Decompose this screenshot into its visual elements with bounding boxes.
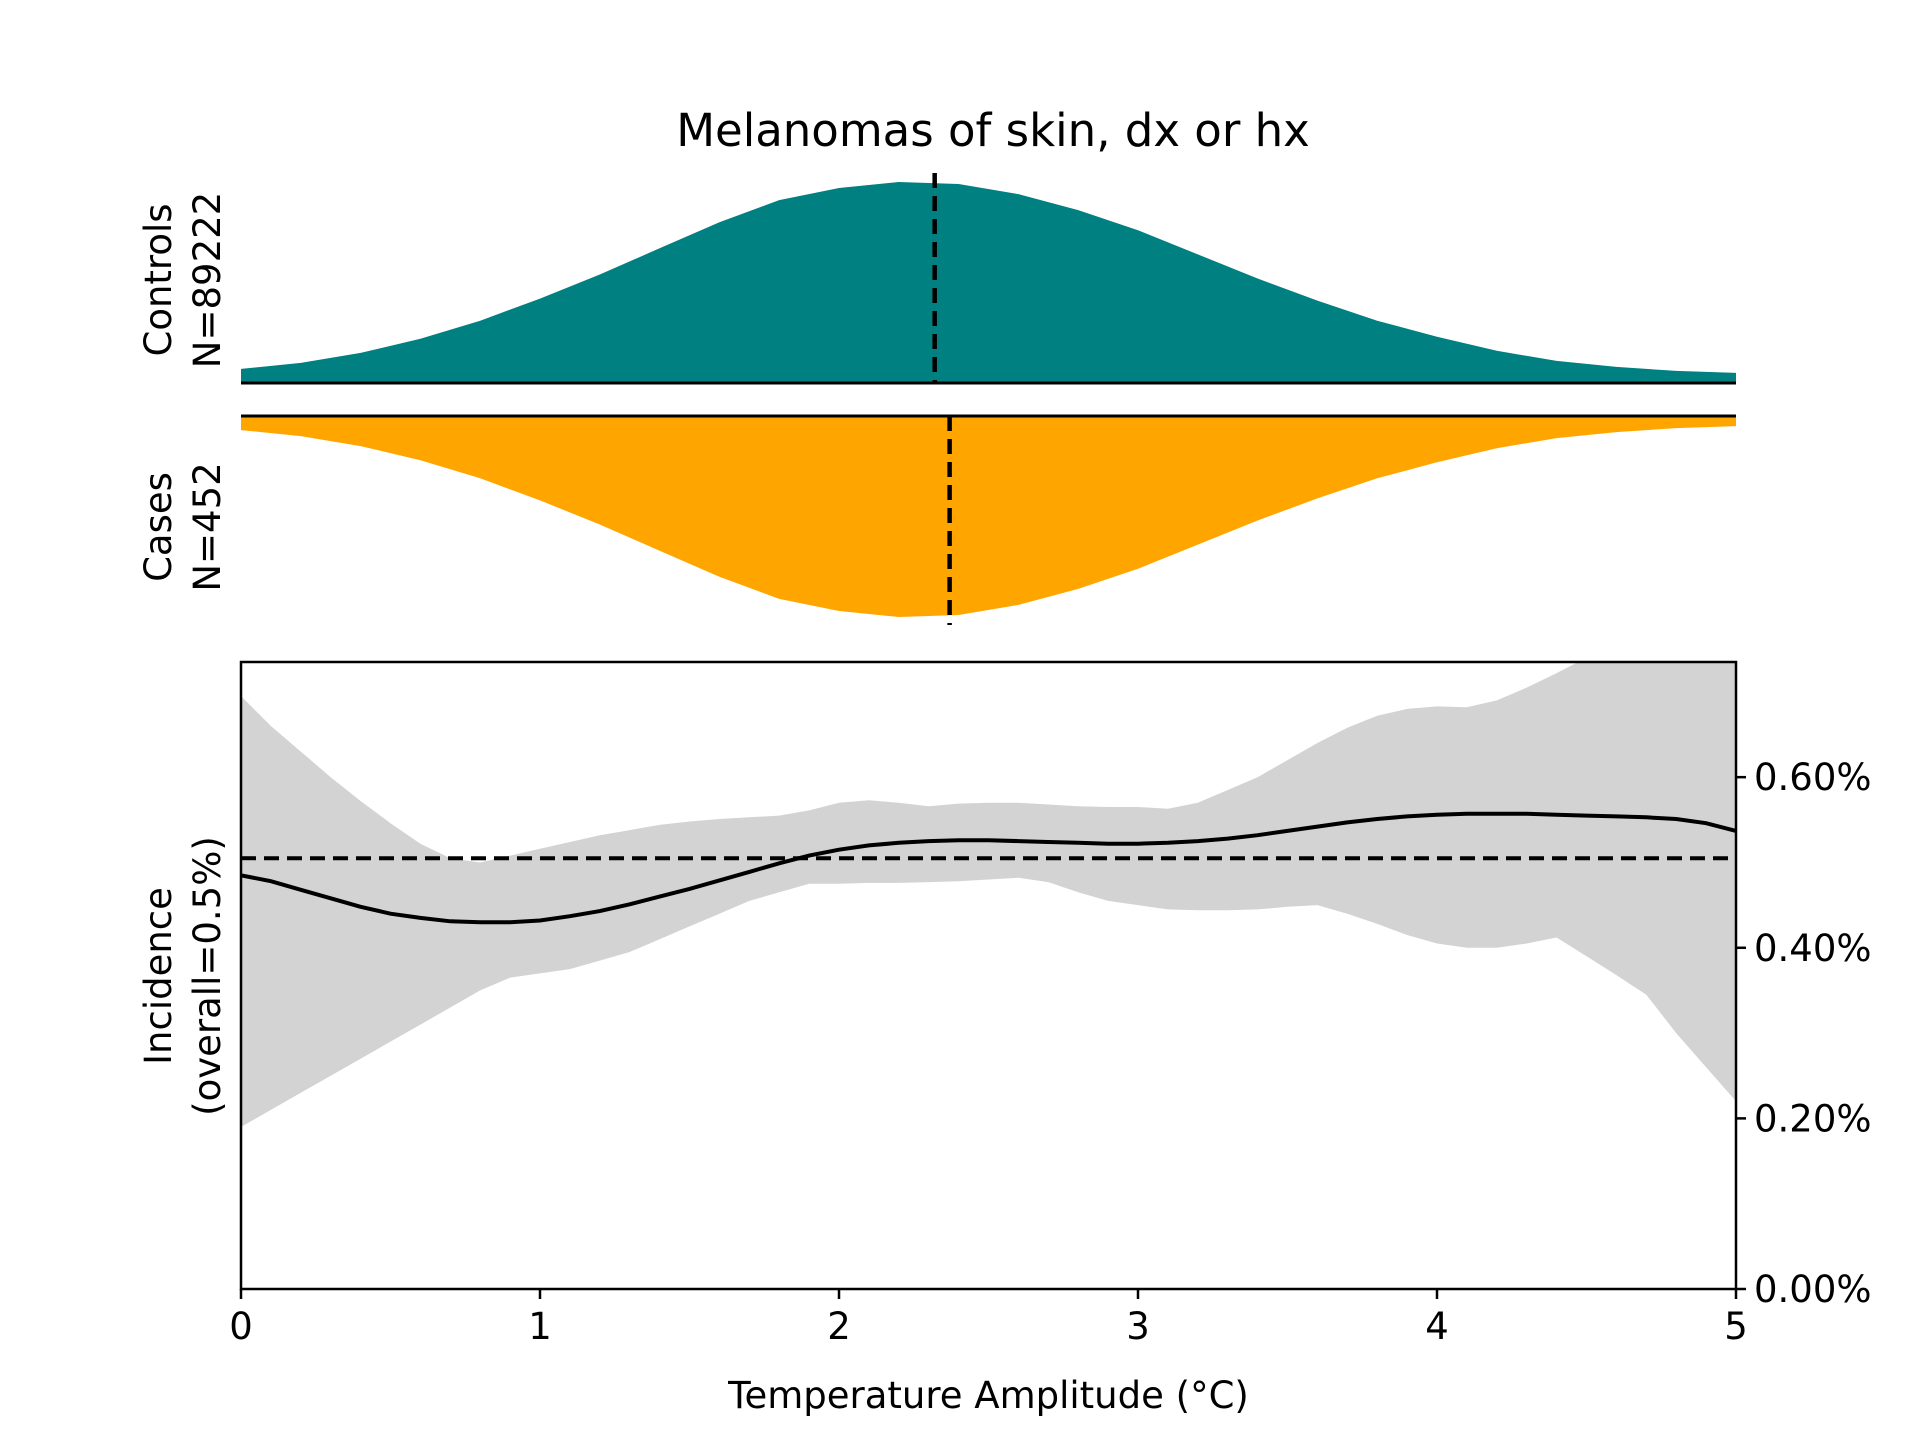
incidence-line <box>241 811 1736 925</box>
x-tick-label: 2 <box>827 1305 851 1348</box>
plot-frame <box>239 660 1738 1291</box>
confidence-band <box>241 662 1736 1127</box>
x-tick-label: 1 <box>528 1305 552 1348</box>
y-tick-label: 0.60% <box>1754 756 1872 799</box>
y-axis-label-overall: (overall=0.5%) <box>186 836 229 1116</box>
y-axis-label: Incidence <box>137 887 180 1065</box>
cases-count-label: N=452 <box>186 462 229 591</box>
cases-ylabel: Cases <box>137 472 180 582</box>
x-tick-label: 5 <box>1724 1305 1748 1348</box>
x-tick-label: 0 <box>229 1305 253 1348</box>
y-tick-label: 0.00% <box>1754 1268 1872 1311</box>
controls-density-area <box>241 182 1736 383</box>
y-tick-label: 0.20% <box>1754 1097 1872 1140</box>
x-axis-label: Temperature Amplitude (°C) <box>727 1374 1249 1417</box>
x-tick-label: 4 <box>1425 1305 1449 1348</box>
controls-ylabel: Controls <box>137 203 180 356</box>
y-tick-label: 0.40% <box>1754 927 1872 970</box>
cases-density-area <box>241 416 1736 617</box>
controls-count-label: N=89222 <box>186 192 229 368</box>
chart-title: Melanomas of skin, dx or hx <box>676 104 1310 157</box>
x-tick-label: 3 <box>1126 1305 1150 1348</box>
